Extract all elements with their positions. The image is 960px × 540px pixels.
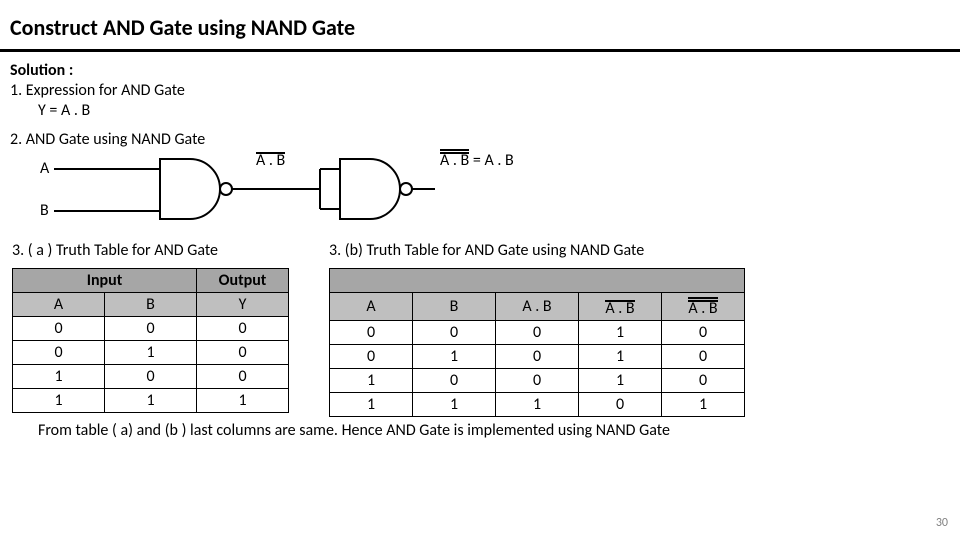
table-b-section: 3. (b) Truth Table for AND Gate using NA… [329, 237, 745, 417]
colb-a: A [330, 293, 413, 321]
table-row: 000 [13, 317, 289, 341]
label-a: A [40, 159, 49, 178]
table-a: Input Output A B Y 000 010 100 111 [12, 268, 289, 413]
col-a: A [13, 293, 105, 317]
table-b-body: 00010 01010 10010 11101 [330, 321, 745, 417]
content-area: Solution : 1. Expression for AND Gate Y … [0, 52, 960, 233]
table-a-body: 000 010 100 111 [13, 317, 289, 413]
solution-label: Solution : [10, 61, 950, 80]
tables-row: 3. ( a ) Truth Table for AND Gate Input … [0, 237, 960, 417]
out-label: A . B = A . B [440, 151, 514, 170]
label-b: B [40, 201, 49, 220]
output-header: Output [197, 269, 289, 293]
step3a-label: 3. ( a ) Truth Table for AND Gate [12, 241, 289, 260]
table-row: 010 [13, 341, 289, 365]
colb-b: B [413, 293, 496, 321]
table-b-head-row2: A B A . B A . B A . B [330, 293, 745, 321]
table-row: 10010 [330, 369, 745, 393]
nand-diagram: A B A . B A . B = A . B [40, 153, 950, 233]
input-header: Input [13, 269, 197, 293]
conclusion-text: From table ( a) and (b ) last columns ar… [0, 417, 960, 440]
colb-ab-bar: A . B [579, 293, 662, 321]
table-row: 00010 [330, 321, 745, 345]
col-b: B [105, 293, 197, 317]
colb-ab-dbar: A . B [662, 293, 745, 321]
mid-label: A . B [256, 151, 285, 170]
table-b: A B A . B A . B A . B 00010 01010 10010 … [329, 268, 745, 417]
table-a-section: 3. ( a ) Truth Table for AND Gate Input … [12, 237, 289, 417]
step3b-label: 3. (b) Truth Table for AND Gate using NA… [329, 241, 745, 260]
step2-label: 2. AND Gate using NAND Gate [10, 130, 950, 149]
step1-label: 1. Expression for AND Gate [10, 81, 950, 100]
col-y: Y [197, 293, 289, 317]
table-a-head-row1: Input Output [13, 269, 289, 293]
step1-expr: Y = A . B [10, 101, 950, 120]
table-b-head-row1 [330, 269, 745, 293]
table-row: 111 [13, 389, 289, 413]
diagram-svg [40, 153, 640, 233]
page-number: 30 [936, 516, 948, 530]
blank-header [330, 269, 745, 293]
table-row: 01010 [330, 345, 745, 369]
table-row: 100 [13, 365, 289, 389]
table-row: 11101 [330, 393, 745, 417]
page-title: Construct AND Gate using NAND Gate [0, 0, 960, 49]
colb-ab: A . B [496, 293, 579, 321]
table-a-head-row2: A B Y [13, 293, 289, 317]
